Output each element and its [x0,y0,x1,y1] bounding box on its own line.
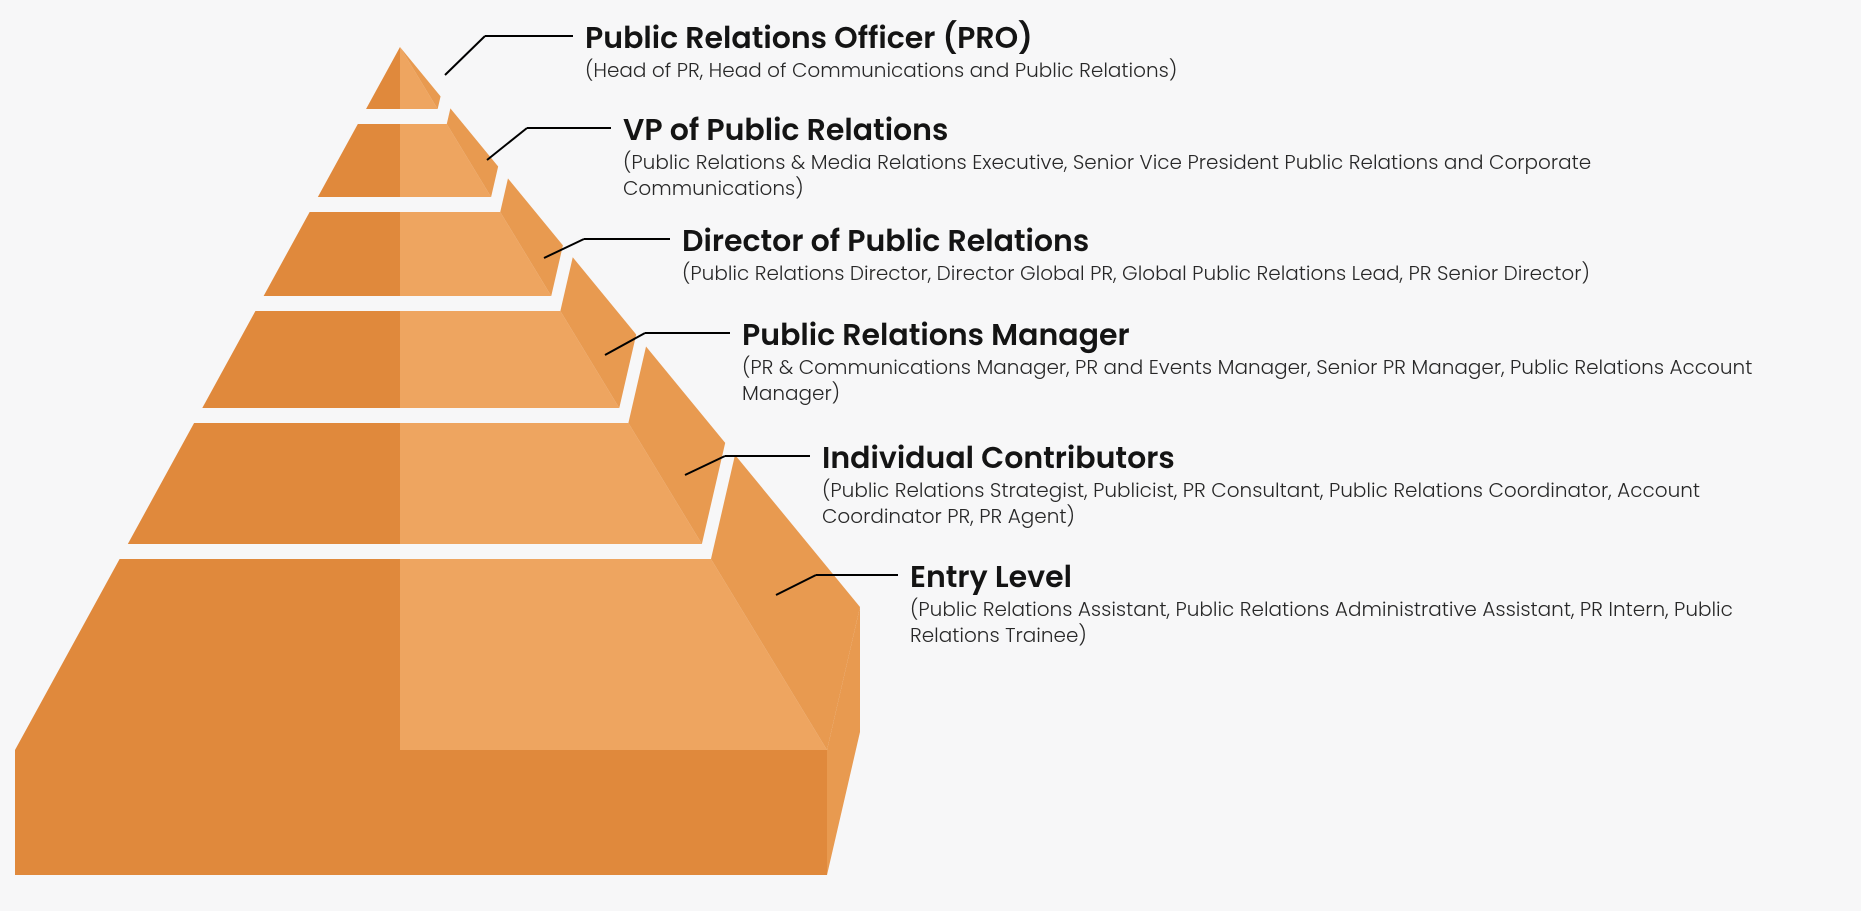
level-title: Individual Contributors [822,441,1792,474]
level-subtitle: (Public Relations Director, Director Glo… [682,261,1782,287]
level-subtitle: (Public Relations & Media Relations Exec… [623,150,1743,201]
level-title: Entry Level [910,560,1800,593]
level-title: VP of Public Relations [623,113,1743,146]
level-label-0: Public Relations Officer (PRO) (Head of P… [585,21,1585,84]
level-subtitle: (Public Relations Assistant, Public Rela… [910,597,1800,648]
level-subtitle: (Public Relations Strategist, Publicist,… [822,478,1792,529]
level-label-1: VP of Public Relations (Public Relations … [623,113,1743,201]
level-subtitle: (Head of PR, Head of Communications and … [585,58,1585,84]
level-label-5: Entry Level (Public Relations Assistant, … [910,560,1800,648]
level-title: Director of Public Relations [682,224,1782,257]
pyramid-infographic: Public Relations Officer (PRO) (Head of P… [0,0,1861,911]
level-label-3: Public Relations Manager (PR & Communicat… [742,318,1792,406]
level-title: Public Relations Officer (PRO) [585,21,1585,54]
level-subtitle: (PR & Communications Manager, PR and Eve… [742,355,1792,406]
level-title: Public Relations Manager [742,318,1792,351]
level-label-4: Individual Contributors (Public Relations… [822,441,1792,529]
level-label-2: Director of Public Relations (Public Rela… [682,224,1782,287]
